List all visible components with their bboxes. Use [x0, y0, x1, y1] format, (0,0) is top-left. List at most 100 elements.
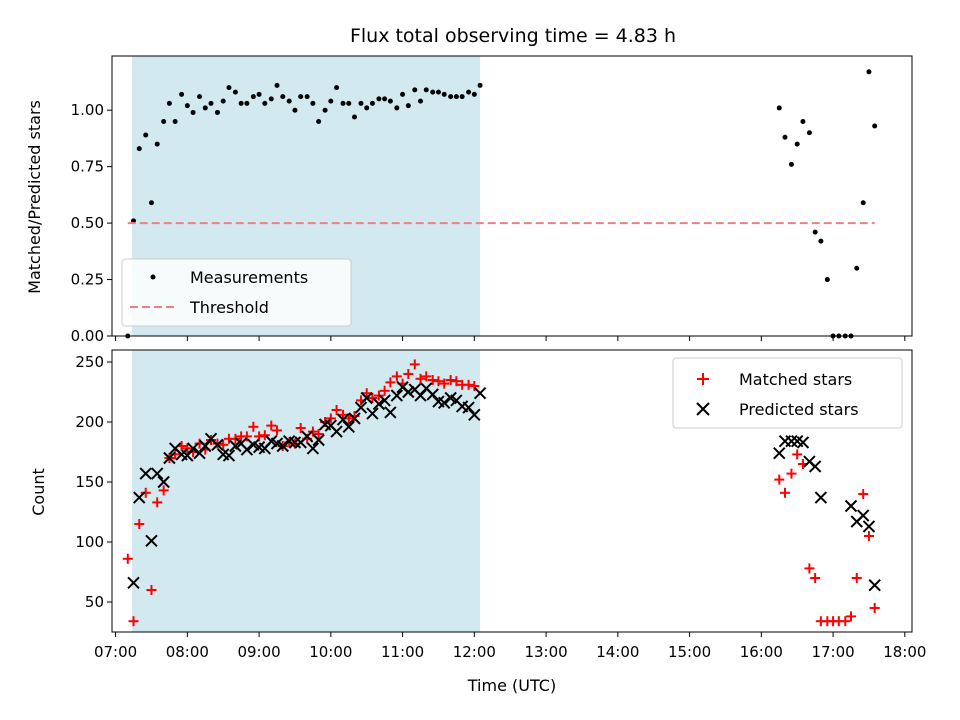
predicted-stars-point: [145, 534, 158, 548]
matched-stars-point: [433, 376, 444, 387]
measurement-point: [854, 265, 860, 271]
y-tick-label: 200: [75, 413, 104, 431]
matched-stars-point: [846, 611, 857, 622]
measurement-point: [448, 94, 454, 100]
measurement-point: [172, 118, 178, 124]
predicted-stars-point: [348, 412, 361, 425]
predicted-stars-point: [139, 467, 152, 480]
top-x-ticks: [115, 336, 906, 341]
measurement-point: [872, 123, 878, 129]
measurement-point: [412, 87, 418, 93]
matched-stars-point: [152, 497, 163, 508]
legend-predicted-label: Predicted stars: [739, 400, 859, 419]
predicted-stars-point: [366, 407, 379, 420]
predicted-stars-point: [426, 388, 439, 401]
measurement-point: [435, 89, 441, 95]
matched-stars-point: [427, 375, 438, 385]
predicted-stars-point: [330, 425, 343, 438]
y-tick-label: 100: [75, 533, 104, 551]
matched-stars-point: [140, 487, 151, 498]
matched-stars-point: [469, 381, 480, 391]
measurement-point: [776, 105, 782, 111]
predicted-stars-point: [342, 420, 355, 434]
measurement-point: [788, 161, 794, 167]
measurement-point: [328, 98, 334, 104]
top-y-axis: 0.00 0.25 0.50 0.75 1.00: [71, 101, 112, 345]
y-tick-label: 150: [75, 473, 104, 491]
matched-stars-point: [858, 489, 869, 499]
predicted-stars-point: [390, 389, 404, 402]
top-panel: 0.00 0.25 0.50 0.75 1.00 Matched/Predicted s…: [25, 55, 913, 345]
matched-stars-point: [439, 378, 450, 389]
predicted-stars-point: [414, 389, 427, 402]
measurement-point: [292, 107, 298, 113]
matched-stars-point: [325, 413, 336, 424]
measurement-point: [782, 134, 788, 140]
x-tick-label: 08:00: [166, 643, 209, 661]
bottom-x-axis: 07:00 08:00 09:00 10:00 11:00 12:00 13:00 14:00…: [94, 632, 926, 661]
measurement-point: [268, 96, 274, 102]
predicted-stars-point: [785, 434, 798, 448]
measurement-point: [800, 118, 806, 124]
predicted-stars-point: [133, 491, 146, 504]
measurement-point: [346, 100, 352, 106]
measurement-point: [154, 141, 160, 147]
measurement-point: [208, 100, 214, 106]
predicted-stars-point: [240, 443, 254, 456]
measurement-point: [238, 100, 244, 106]
matched-stars-point: [391, 371, 402, 382]
matched-stars-point: [331, 405, 342, 415]
matched-stars-point: [445, 375, 456, 385]
measurement-point: [453, 94, 459, 100]
predicted-stars-point: [163, 451, 176, 465]
bottom-legend-box: [672, 357, 903, 429]
measurement-point: [860, 200, 866, 206]
predicted-stars-point: [773, 446, 786, 460]
measurement-point: [400, 91, 406, 97]
x-tick-label: 09:00: [237, 643, 280, 661]
x-tick-label: 11:00: [381, 643, 424, 661]
measurement-point: [161, 118, 167, 124]
matched-stars-point: [367, 393, 378, 403]
top-legend-box: [121, 258, 352, 327]
measurement-point: [382, 96, 388, 102]
measurement-point: [256, 91, 262, 97]
matched-stars-point: [780, 487, 791, 498]
measurement-point: [280, 94, 286, 100]
matched-stars-point: [361, 388, 372, 399]
matched-stars-point: [869, 603, 880, 613]
top-panel-frame: [111, 55, 913, 337]
legend-measurements-label: Measurements: [190, 268, 308, 287]
measurement-point: [812, 229, 818, 235]
matched-stars-point: [266, 420, 277, 431]
measurement-point: [166, 100, 172, 106]
predicted-stars-point: [199, 439, 212, 453]
predicted-stars-point: [306, 442, 320, 455]
measurement-point: [364, 105, 370, 111]
measurement-point: [226, 85, 232, 91]
measurement-point: [131, 218, 137, 224]
predicted-stars-point: [354, 401, 368, 414]
predicted-stars-point: [808, 460, 822, 473]
y-tick-label: 250: [75, 353, 104, 371]
predicted-stars-point: [384, 406, 397, 419]
measurement-point: [806, 130, 812, 136]
matched-stars-point: [804, 563, 815, 574]
matched-stars-point: [851, 573, 862, 583]
matched-stars-point: [792, 449, 803, 460]
x-axis-label: Time (UTC): [467, 676, 556, 695]
y-tick-label: 0.50: [71, 214, 104, 232]
x-tick-label: 13:00: [524, 643, 567, 661]
measurement-point: [197, 94, 203, 100]
measurement-point: [418, 98, 424, 104]
measurement-point: [286, 98, 292, 104]
legend-matched-marker: [697, 373, 709, 385]
measurement-point: [352, 114, 358, 120]
top-y-axis-label: Matched/Predicted stars: [25, 100, 44, 294]
legend-threshold-label: Threshold: [189, 298, 269, 317]
measurement-point: [202, 105, 208, 111]
matched-stars-point: [421, 371, 432, 382]
matched-stars-point: [786, 468, 797, 479]
x-tick-label: 10:00: [309, 643, 352, 661]
matched-stars-point: [248, 421, 259, 432]
